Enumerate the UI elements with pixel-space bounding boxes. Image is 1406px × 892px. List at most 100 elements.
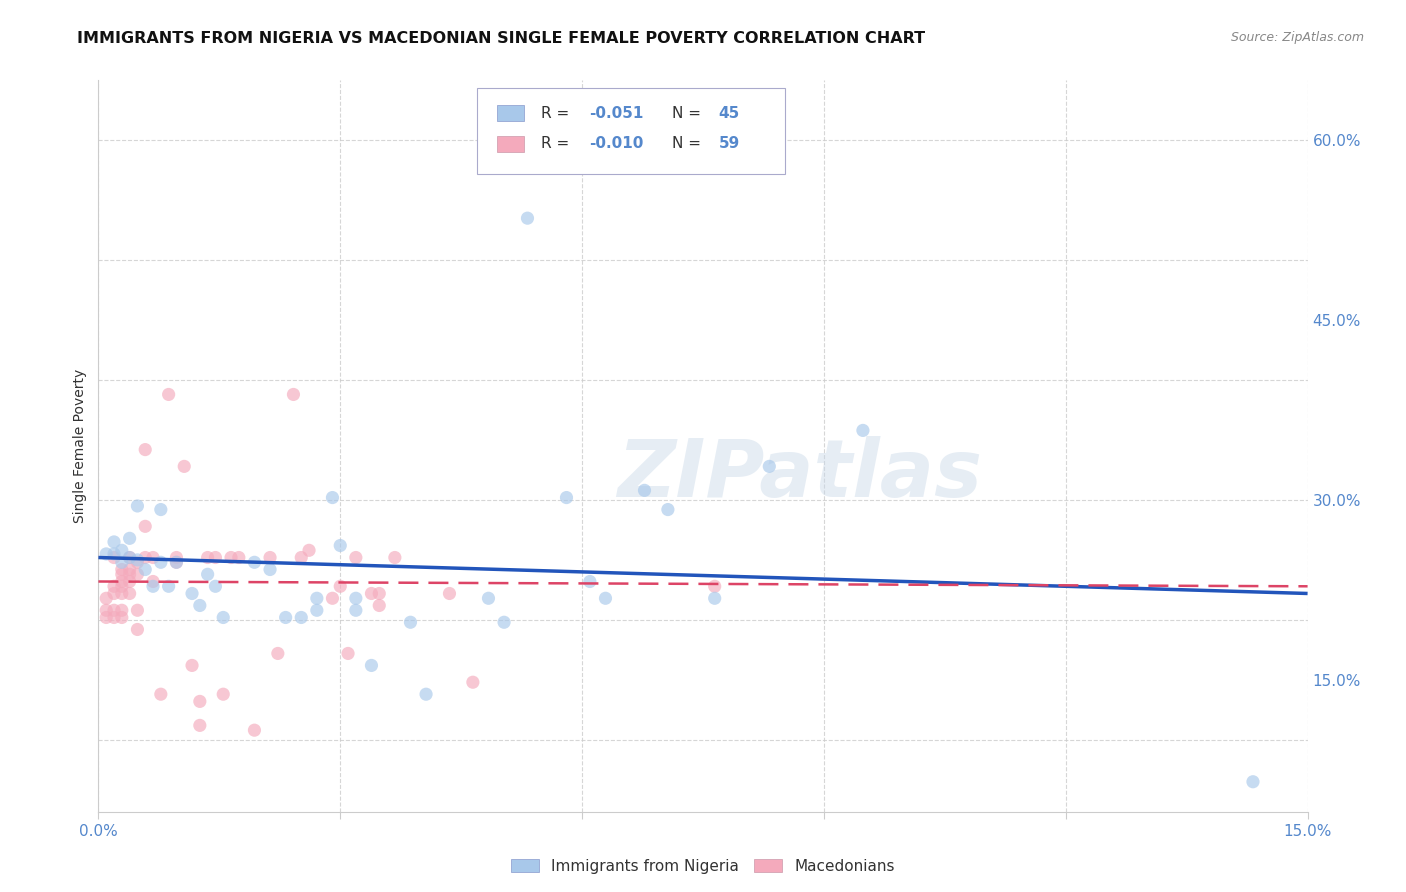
Point xyxy=(290,550,312,565)
Point xyxy=(344,550,367,565)
Point xyxy=(96,603,118,617)
Point xyxy=(111,562,134,576)
Point xyxy=(142,550,165,565)
Point xyxy=(134,550,156,565)
Point xyxy=(274,610,297,624)
Point xyxy=(703,579,725,593)
Point xyxy=(267,647,290,661)
Text: 45: 45 xyxy=(718,105,740,120)
Point xyxy=(118,550,141,565)
Point xyxy=(219,550,242,565)
Point xyxy=(111,603,134,617)
Point xyxy=(173,459,195,474)
Point xyxy=(181,586,204,600)
Point xyxy=(103,610,125,624)
Point xyxy=(305,591,328,606)
Point xyxy=(111,579,134,593)
Point xyxy=(103,547,125,561)
Point xyxy=(127,555,149,569)
Point xyxy=(127,553,149,567)
Point xyxy=(96,591,118,606)
Point xyxy=(157,579,180,593)
Point xyxy=(337,647,360,661)
Point xyxy=(461,675,484,690)
Point xyxy=(103,586,125,600)
Point xyxy=(633,483,655,498)
Point xyxy=(188,694,211,708)
Point xyxy=(555,491,578,505)
Point xyxy=(360,658,382,673)
Point xyxy=(321,491,343,505)
Point xyxy=(111,574,134,589)
Point xyxy=(368,599,391,613)
FancyBboxPatch shape xyxy=(477,87,785,174)
Point xyxy=(415,687,437,701)
Text: Source: ZipAtlas.com: Source: ZipAtlas.com xyxy=(1230,31,1364,45)
Point xyxy=(165,555,187,569)
Point xyxy=(96,547,118,561)
Text: ZIPatlas: ZIPatlas xyxy=(617,436,983,515)
Point xyxy=(360,586,382,600)
Point xyxy=(142,574,165,589)
Point xyxy=(134,519,156,533)
Point xyxy=(384,550,406,565)
Point xyxy=(329,539,352,553)
Point xyxy=(118,550,141,565)
Point xyxy=(228,550,250,565)
Point xyxy=(259,562,281,576)
Bar xyxy=(498,136,524,152)
Point xyxy=(243,555,266,569)
Point xyxy=(758,459,780,474)
Point xyxy=(298,543,321,558)
Text: R =: R = xyxy=(541,105,574,120)
Point xyxy=(197,550,219,565)
Point xyxy=(703,591,725,606)
Point xyxy=(212,687,235,701)
Point xyxy=(149,502,172,516)
Legend: Immigrants from Nigeria, Macedonians: Immigrants from Nigeria, Macedonians xyxy=(505,853,901,880)
Y-axis label: Single Female Poverty: Single Female Poverty xyxy=(73,369,87,523)
Text: -0.010: -0.010 xyxy=(589,136,644,152)
Point xyxy=(368,586,391,600)
Point xyxy=(657,502,679,516)
Point xyxy=(111,555,134,569)
Point xyxy=(344,603,367,617)
Point xyxy=(283,387,305,401)
Point xyxy=(439,586,461,600)
Point xyxy=(111,586,134,600)
Point xyxy=(212,610,235,624)
Point xyxy=(477,591,499,606)
Point xyxy=(344,591,367,606)
Point xyxy=(579,574,602,589)
Text: N =: N = xyxy=(672,105,706,120)
Point xyxy=(188,599,211,613)
Point xyxy=(142,579,165,593)
Point xyxy=(96,610,118,624)
Point xyxy=(127,603,149,617)
Text: N =: N = xyxy=(672,136,706,152)
Point xyxy=(118,532,141,546)
Point xyxy=(165,550,187,565)
Point xyxy=(149,555,172,569)
Point xyxy=(305,603,328,617)
Point xyxy=(516,211,538,226)
Point xyxy=(399,615,422,630)
Point xyxy=(134,562,156,576)
Point xyxy=(127,567,149,582)
Point xyxy=(103,579,125,593)
Point xyxy=(197,567,219,582)
Point xyxy=(595,591,617,606)
Point xyxy=(243,723,266,738)
Point xyxy=(204,579,226,593)
Point xyxy=(134,442,156,457)
Point xyxy=(188,718,211,732)
Point xyxy=(290,610,312,624)
Point xyxy=(852,424,875,438)
Point xyxy=(127,499,149,513)
Point xyxy=(118,562,141,576)
Point xyxy=(103,550,125,565)
Point xyxy=(111,610,134,624)
Point xyxy=(118,574,141,589)
Point xyxy=(494,615,516,630)
Point xyxy=(165,555,187,569)
